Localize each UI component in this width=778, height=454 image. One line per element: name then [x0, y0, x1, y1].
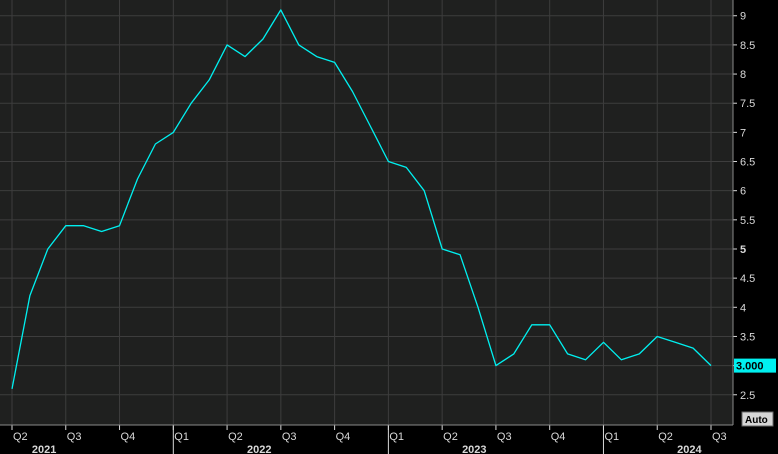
y-tick-label: 5: [740, 244, 746, 256]
x-tick-label: Q2: [658, 431, 673, 443]
x-tick-label: Q4: [121, 431, 136, 443]
y-tick-label: 8.5: [740, 40, 755, 52]
x-tick-label: Q3: [282, 431, 297, 443]
year-label: 2023: [462, 444, 486, 454]
y-tick-label: 4.5: [740, 273, 755, 285]
x-tick-label: Q1: [174, 431, 189, 443]
plot-area: [0, 0, 733, 425]
year-label: 2022: [247, 444, 271, 454]
y-tick-label: 6.5: [740, 157, 755, 169]
series-line: [11, 9, 712, 390]
year-label: 2024: [677, 444, 702, 454]
y-tick-label: 6: [740, 186, 746, 198]
x-tick-label: Q3: [67, 431, 82, 443]
gridlines: [0, 0, 733, 425]
y-tick-label: 8: [740, 69, 746, 81]
x-tick-label: Q1: [604, 431, 619, 443]
auto-button-frame[interactable]: [741, 411, 774, 427]
auto-button-label[interactable]: Auto: [745, 415, 768, 426]
y-axis: 2.533.544.555.566.577.588.593.000: [732, 0, 776, 425]
x-tick-label: Q3: [497, 431, 512, 443]
last-value-label: 3.000: [736, 361, 764, 373]
y-tick-label: 7: [740, 127, 746, 139]
auto-button[interactable]: Auto: [741, 411, 774, 427]
x-tick-label: Q1: [389, 431, 404, 443]
series-layer: [11, 9, 712, 390]
y-tick-label: 7.5: [740, 98, 755, 110]
x-axis: Q2 Q3 Q4 Q1 Q2 Q3 Q4 Q1 Q2 Q3 Q4 Q1 Q2 Q3 2021 2022 2023…: [0, 424, 733, 454]
x-tick-label: Q2: [443, 431, 458, 443]
y-tick-label: 5.5: [740, 215, 755, 227]
x-tick-label: Q4: [551, 431, 566, 443]
x-tick-label: Q4: [336, 431, 351, 443]
y-tick-label: 9: [740, 11, 746, 23]
x-tick-label: Q2: [228, 431, 243, 443]
y-tick-label: 2.5: [740, 390, 755, 402]
y-tick-label: 4: [740, 302, 746, 314]
y-tick-label: 3.5: [740, 331, 755, 343]
year-label: 2021: [32, 444, 56, 454]
x-tick-label: Q3: [712, 431, 727, 443]
x-tick-label: Q2: [13, 431, 28, 443]
last-value-tag: [734, 358, 776, 373]
